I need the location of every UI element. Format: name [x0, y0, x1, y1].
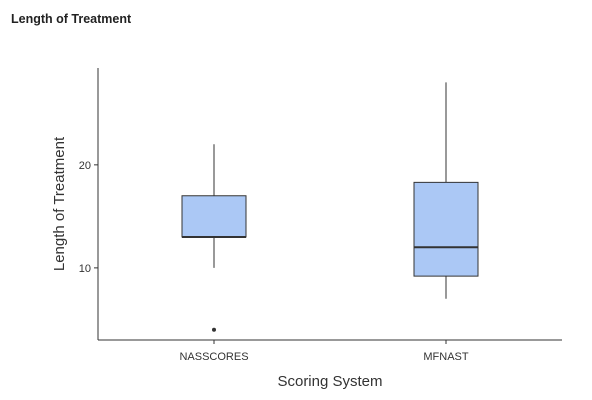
box-body — [413, 181, 479, 277]
x-axis-title: Scoring System — [277, 373, 382, 390]
outlier-point — [212, 327, 216, 332]
chart-title: Length of Treatment — [11, 12, 132, 26]
y-tick-label: 20 — [79, 160, 91, 172]
x-tick-label: NASSCORES — [179, 351, 248, 363]
plot-area: 10 20 NASSCORES MFNAST — [79, 68, 562, 363]
y-tick-label: 10 — [79, 263, 91, 275]
y-axis-title: Length of Treatment — [51, 136, 68, 271]
box-body — [181, 195, 247, 238]
x-tick-label: MFNAST — [423, 351, 469, 363]
